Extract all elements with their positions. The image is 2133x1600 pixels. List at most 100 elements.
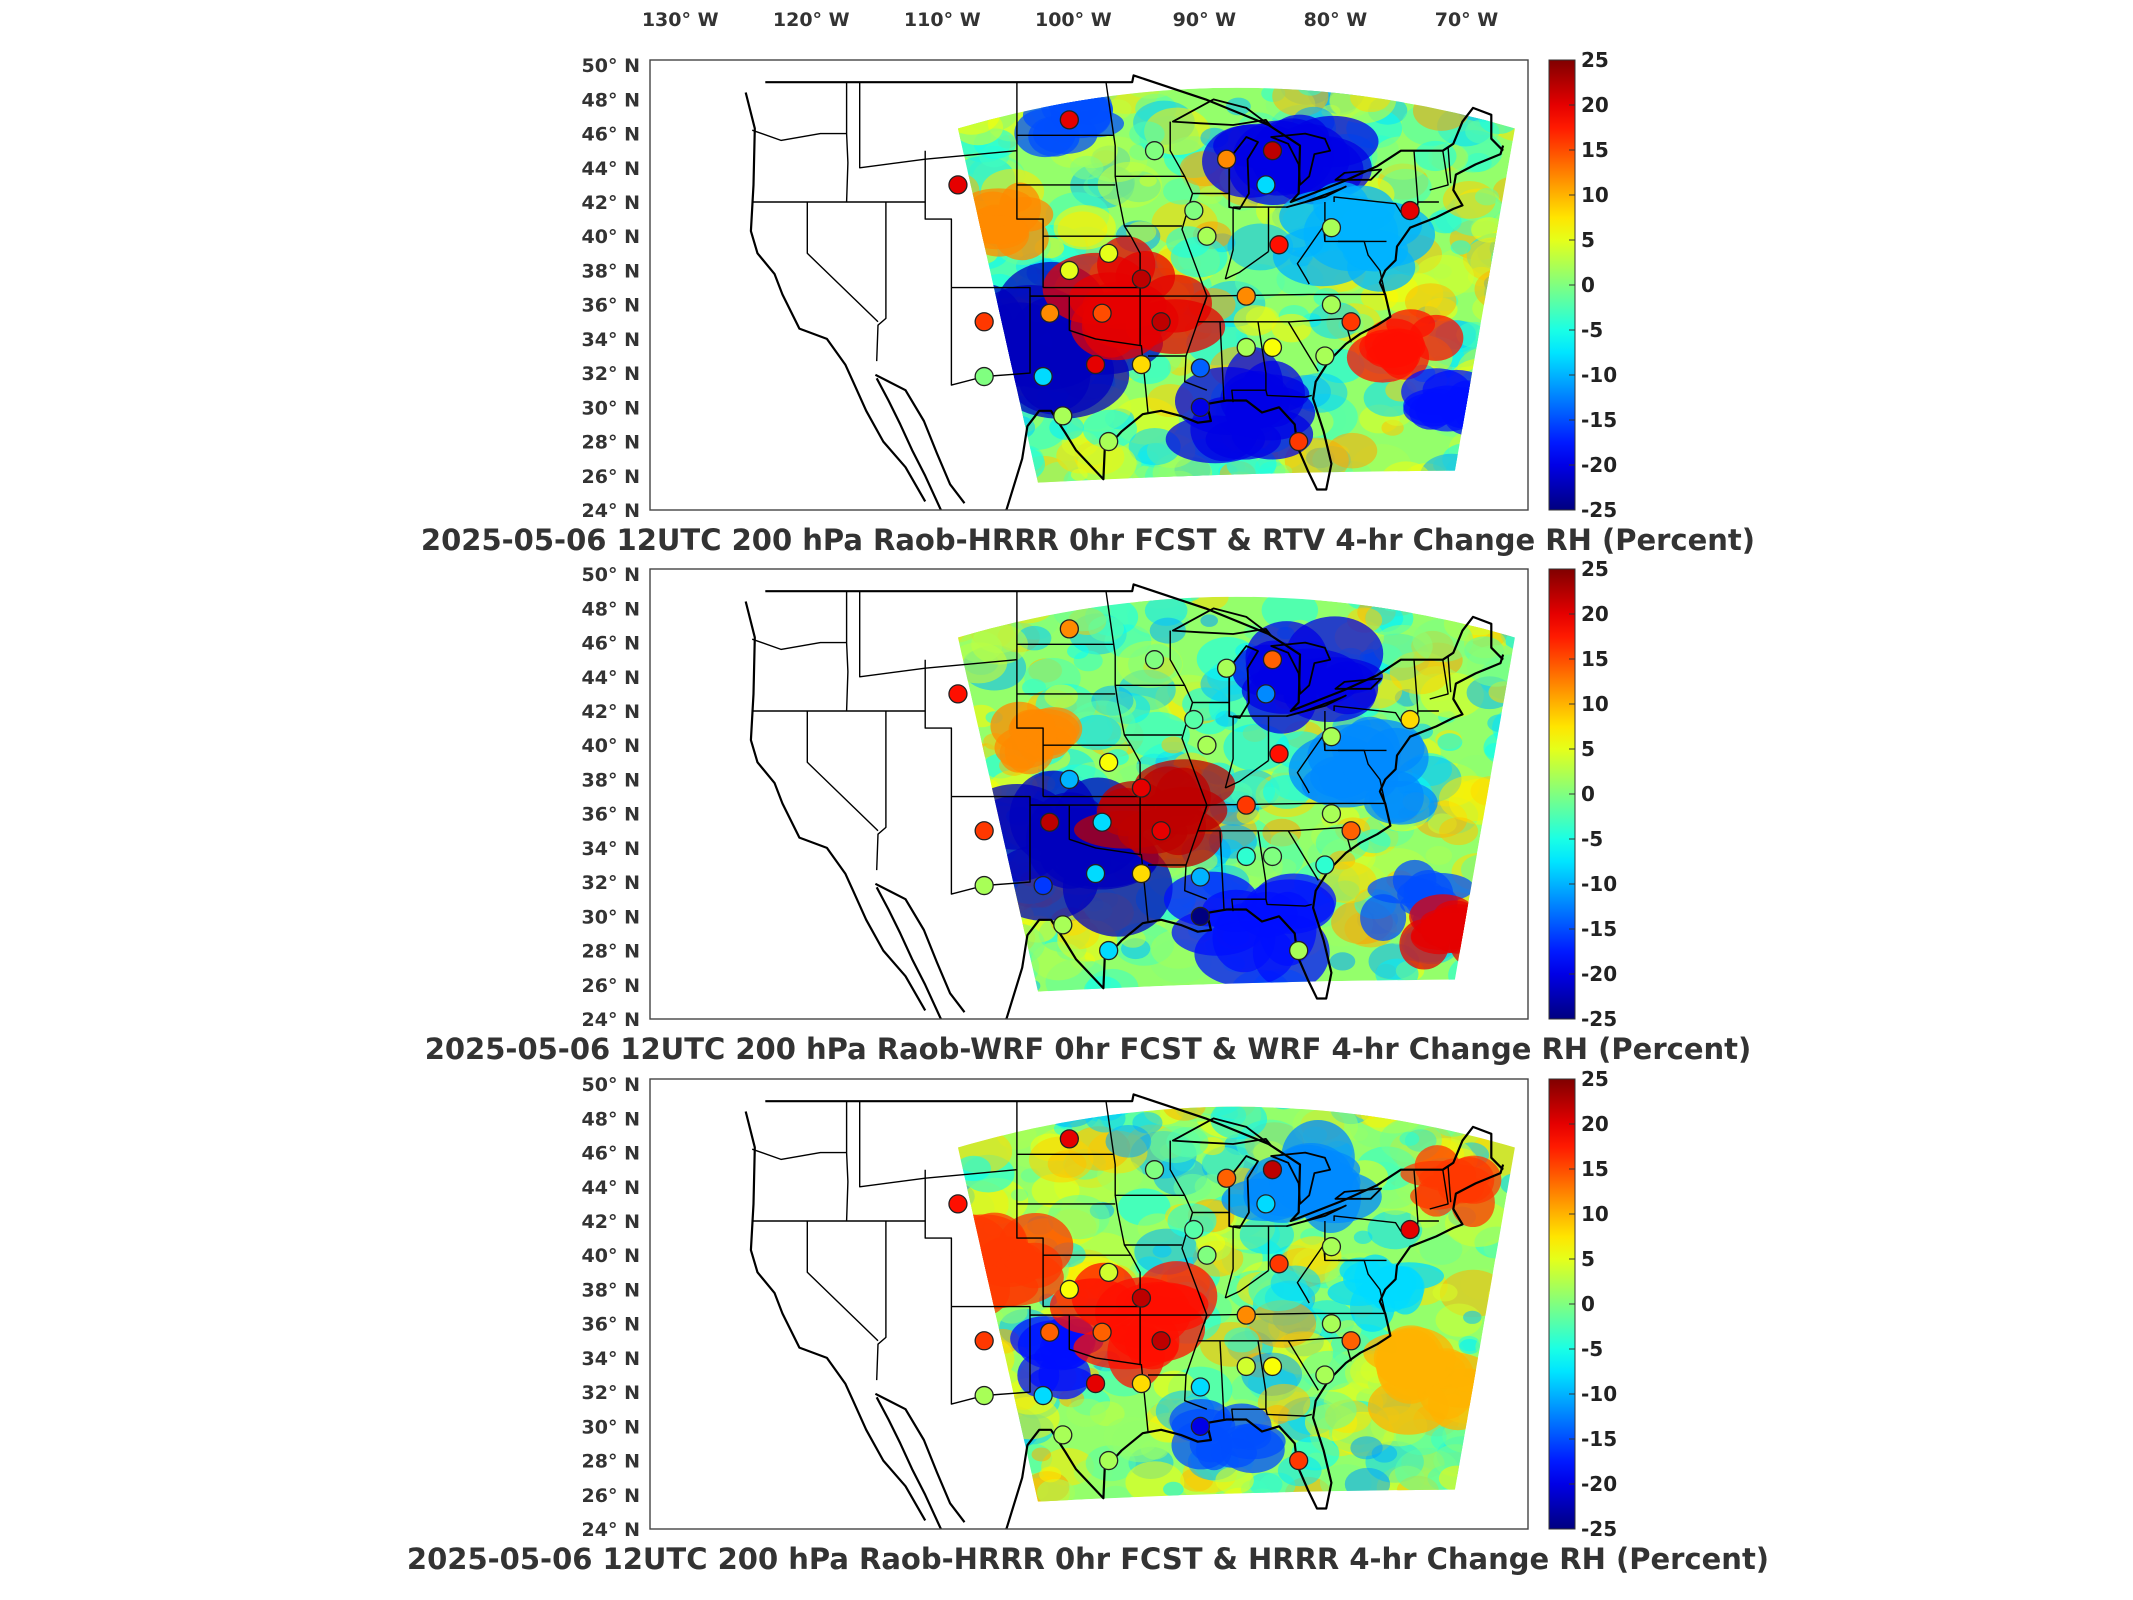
raob-station-marker <box>1184 709 1204 730</box>
field-feature <box>1051 90 1112 139</box>
raob-station-marker <box>1040 1322 1060 1342</box>
lat-tick-label: 48° N <box>582 1108 640 1130</box>
lat-tick-label: 30° N <box>582 1416 640 1438</box>
raob-station-marker <box>1092 303 1112 323</box>
raob-station-marker <box>1289 431 1309 452</box>
panel-1: 50° N 48° N 46° N 44° N 42° N 40° N 38° N 36° N… <box>421 9 1755 557</box>
raob-station-marker <box>1197 735 1217 755</box>
raob-station-marker <box>1131 269 1152 289</box>
colorbar-tick-label: -10 <box>1581 363 1617 387</box>
field-feature <box>1373 1327 1456 1390</box>
lat-tick-label: 30° N <box>582 906 640 928</box>
raob-station-marker <box>1341 312 1361 332</box>
lon-tick-label: 70° W <box>1435 9 1499 31</box>
raob-station-marker <box>1400 1219 1420 1240</box>
lat-tick-label: 38° N <box>582 260 640 282</box>
colorbar-tick-label: 5 <box>1581 228 1595 252</box>
lat-tick-label: 38° N <box>582 1279 640 1301</box>
lat-tick-label: 42° N <box>582 701 640 723</box>
raob-station-marker <box>1053 1425 1073 1445</box>
raob-station-marker <box>1131 863 1152 884</box>
lat-tick-label: 34° N <box>582 838 640 860</box>
raob-station-marker <box>1236 337 1256 358</box>
raob-station-marker <box>1099 1262 1119 1282</box>
colorbar: 25 20 15 10 5 0 -5 -10 -15 -20 -25 <box>1548 48 1617 522</box>
raob-station-marker <box>1315 855 1335 875</box>
raob-station-marker <box>1131 354 1152 375</box>
raob-station-marker <box>948 684 968 704</box>
raob-station-marker <box>1092 812 1112 832</box>
raob-station-marker <box>1289 1450 1309 1471</box>
lat-tick-label: 28° N <box>582 1451 640 1473</box>
map-frame <box>649 568 1529 1020</box>
colorbar-tick-label: 5 <box>1581 737 1595 761</box>
raob-station-marker <box>1315 346 1335 366</box>
raob-station-marker <box>1256 684 1276 704</box>
colorbar-tick-label: -20 <box>1581 1472 1617 1496</box>
raob-station-marker <box>1085 354 1106 375</box>
raob-station-marker <box>1085 1373 1106 1394</box>
raob-station-marker <box>1262 846 1283 867</box>
raob-station-marker <box>1099 243 1119 263</box>
lat-tick-label: 26° N <box>582 975 640 997</box>
raob-station-marker <box>1151 312 1171 332</box>
field-feature <box>957 1262 1010 1317</box>
raob-station-marker <box>1151 821 1171 841</box>
colorbar-tick-label: -10 <box>1581 1382 1617 1406</box>
raob-station-marker <box>974 1385 994 1406</box>
colorbar-tick-label: -25 <box>1581 498 1617 522</box>
raob-station-marker <box>1144 650 1165 670</box>
raob-station-marker <box>1216 1168 1237 1188</box>
lat-tick-label: 24° N <box>582 1519 640 1541</box>
raob-station-marker <box>1262 141 1283 161</box>
colorbar-tick-label: 25 <box>1581 1067 1609 1091</box>
colorbar-tick-label: 10 <box>1581 1202 1609 1226</box>
lon-tick-label: 90° W <box>1173 9 1237 31</box>
raob-station-marker <box>1216 658 1237 678</box>
raob-station-marker <box>1040 812 1060 832</box>
colorbar-tick-label: -15 <box>1581 408 1617 432</box>
panel-title: 2025-05-06 12UTC 200 hPa Raob-HRRR 0hr F… <box>421 523 1755 557</box>
raob-station-marker <box>974 875 994 896</box>
field-feature <box>1134 759 1236 810</box>
lat-tick-label: 46° N <box>582 633 640 655</box>
raob-station-marker <box>1085 863 1106 884</box>
field-feature <box>1310 755 1372 798</box>
raob-station-marker <box>1190 867 1211 887</box>
raob-station-marker <box>1341 821 1361 841</box>
raob-station-marker <box>1053 915 1073 935</box>
panel-title: 2025-05-06 12UTC 200 hPa Raob-HRRR 0hr F… <box>407 1542 1769 1576</box>
raob-station-marker <box>1216 149 1237 169</box>
map-frame <box>649 1078 1529 1530</box>
colorbar-tick-label: 20 <box>1581 93 1609 117</box>
raob-station-marker <box>1400 200 1420 221</box>
lat-tick-label: 42° N <box>582 192 640 214</box>
raob-stations <box>948 110 1420 452</box>
lon-tick-label: 120° W <box>773 9 850 31</box>
raob-station-marker <box>1092 1322 1112 1342</box>
raob-station-marker <box>974 312 994 332</box>
raob-station-marker <box>1321 1314 1342 1334</box>
colorbar-tick-label: -15 <box>1581 917 1617 941</box>
field-feature <box>1433 1158 1477 1193</box>
raob-station-marker <box>974 1331 994 1351</box>
field-feature <box>1380 334 1430 380</box>
field-feature <box>1411 923 1475 951</box>
raob-station-marker <box>1059 1129 1079 1149</box>
raob-station-marker <box>1040 303 1060 323</box>
colorbar-tick-label: 15 <box>1581 138 1609 162</box>
raob-station-marker <box>974 366 994 387</box>
colorbar: 25 20 15 10 5 0 -5 -10 -15 -20 -25 <box>1548 1067 1617 1541</box>
field-feature <box>998 1213 1074 1279</box>
raob-station-marker <box>1315 1365 1335 1385</box>
lat-tick-label: 32° N <box>582 1382 640 1404</box>
lat-tick-label: 28° N <box>582 432 640 454</box>
lat-tick-label: 40° N <box>582 735 640 757</box>
raob-station-marker <box>1190 1377 1211 1397</box>
lat-tick-label: 48° N <box>582 598 640 620</box>
field-feature <box>1334 202 1436 268</box>
colorbar-tick-label: 15 <box>1581 1157 1609 1181</box>
field-feature <box>1017 1353 1060 1397</box>
raob-station-marker <box>1131 778 1152 798</box>
